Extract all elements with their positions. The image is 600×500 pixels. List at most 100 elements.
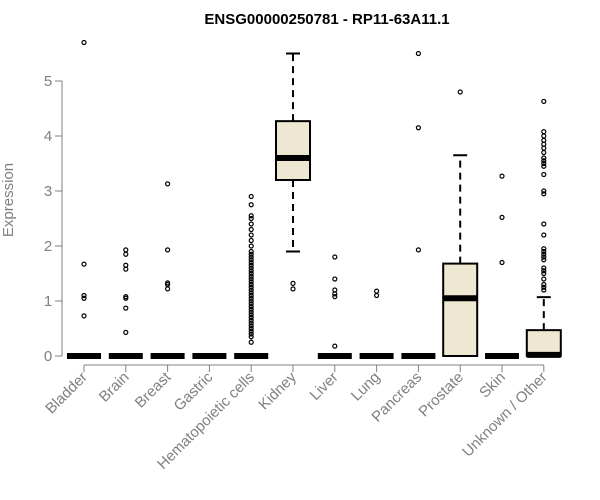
outlier-point bbox=[81, 39, 87, 46]
x-tick-label: Bladder bbox=[42, 369, 91, 418]
outlier-point bbox=[248, 292, 254, 299]
outlier-point bbox=[541, 129, 547, 135]
outlier-point bbox=[541, 251, 547, 257]
outlier-point bbox=[248, 331, 254, 337]
outlier-point bbox=[248, 281, 254, 288]
box-group bbox=[234, 193, 269, 359]
outlier-point bbox=[541, 160, 547, 167]
outlier-point bbox=[415, 247, 421, 253]
outlier-point bbox=[248, 303, 254, 310]
outlier-point bbox=[415, 50, 421, 57]
outlier-point bbox=[248, 262, 254, 268]
outlier-point bbox=[541, 268, 547, 274]
outlier-point bbox=[541, 248, 547, 255]
outlier-point bbox=[374, 288, 380, 294]
x-tick-label: Prostate bbox=[415, 369, 467, 421]
outlier-point bbox=[248, 298, 254, 304]
outlier-point bbox=[123, 247, 129, 253]
outlier-point bbox=[248, 251, 254, 257]
outlier-point bbox=[165, 181, 171, 187]
outlier-point bbox=[81, 313, 87, 319]
outlier-point bbox=[541, 191, 547, 197]
outlier-point bbox=[248, 314, 254, 321]
box-iqr bbox=[275, 120, 311, 181]
outlier-point bbox=[123, 251, 129, 257]
outlier-point bbox=[123, 295, 129, 301]
outlier-point bbox=[248, 320, 254, 326]
x-tick-label: Skin bbox=[476, 369, 509, 402]
outlier-point bbox=[248, 268, 254, 274]
outlier-point bbox=[499, 214, 505, 220]
outlier-point bbox=[541, 265, 547, 271]
box-group bbox=[359, 288, 394, 359]
outlier-point bbox=[332, 276, 338, 282]
box-group bbox=[67, 39, 101, 359]
outlier-point bbox=[541, 171, 547, 178]
outlier-point bbox=[248, 215, 254, 222]
outlier-point bbox=[248, 295, 254, 301]
box-group bbox=[485, 173, 519, 359]
outlier-point bbox=[248, 270, 254, 277]
outlier-point bbox=[541, 149, 547, 156]
outlier-point bbox=[81, 292, 87, 299]
box-group bbox=[401, 50, 436, 359]
x-tick-label: Kidney bbox=[255, 368, 300, 413]
outlier-point bbox=[290, 280, 296, 286]
outlier-point bbox=[165, 247, 171, 253]
y-tick-label: 2 bbox=[44, 238, 52, 255]
outlier-point bbox=[248, 306, 254, 312]
outlier-point bbox=[81, 295, 87, 301]
outlier-point bbox=[248, 226, 254, 233]
outlier-point bbox=[248, 290, 254, 296]
outlier-point bbox=[415, 125, 421, 131]
outlier-point bbox=[123, 305, 129, 311]
plot-area bbox=[67, 39, 562, 359]
box-group bbox=[108, 247, 143, 359]
y-tick-label: 4 bbox=[44, 128, 52, 145]
outlier-point bbox=[541, 276, 547, 282]
outlier-point bbox=[332, 294, 338, 300]
outlier-point bbox=[248, 284, 254, 290]
outlier-point bbox=[248, 273, 254, 279]
outlier-point bbox=[81, 261, 87, 267]
outlier-point bbox=[165, 286, 171, 292]
outlier-point bbox=[248, 193, 254, 200]
outlier-point bbox=[248, 317, 254, 323]
outlier-point bbox=[248, 254, 254, 260]
y-axis-title: Expression bbox=[0, 163, 17, 237]
box-group bbox=[442, 89, 479, 358]
outlier-point bbox=[332, 343, 338, 349]
outlier-point bbox=[248, 312, 254, 318]
outlier-point bbox=[248, 257, 254, 263]
outlier-point bbox=[248, 301, 254, 307]
outlier-point bbox=[541, 254, 547, 260]
outlier-point bbox=[248, 202, 254, 208]
outlier-point bbox=[541, 287, 547, 293]
outlier-point bbox=[248, 325, 254, 332]
outlier-point bbox=[123, 329, 129, 335]
x-tick-label: Liver bbox=[307, 369, 342, 404]
outlier-point bbox=[248, 339, 254, 345]
outlier-point bbox=[541, 284, 547, 290]
box-group bbox=[275, 52, 311, 292]
outlier-point bbox=[541, 98, 547, 104]
outlier-point bbox=[248, 265, 254, 271]
outlier-point bbox=[248, 323, 254, 329]
box-group bbox=[317, 254, 352, 359]
outlier-point bbox=[541, 246, 547, 252]
y-tick-label: 3 bbox=[44, 183, 52, 200]
outlier-point bbox=[248, 259, 254, 266]
outlier-point bbox=[248, 334, 254, 340]
outlier-point bbox=[248, 328, 254, 334]
outlier-point bbox=[123, 266, 129, 272]
outlier-point bbox=[541, 257, 547, 263]
box-group bbox=[525, 98, 562, 358]
outlier-point bbox=[248, 287, 254, 293]
outlier-point bbox=[248, 213, 254, 219]
chart-title: ENSG00000250781 - RP11-63A11.1 bbox=[204, 11, 449, 28]
outlier-point bbox=[541, 133, 547, 139]
outlier-point bbox=[541, 221, 547, 227]
outlier-point bbox=[248, 232, 254, 238]
y-axis: 0 1 2 3 4 5 bbox=[44, 73, 63, 365]
